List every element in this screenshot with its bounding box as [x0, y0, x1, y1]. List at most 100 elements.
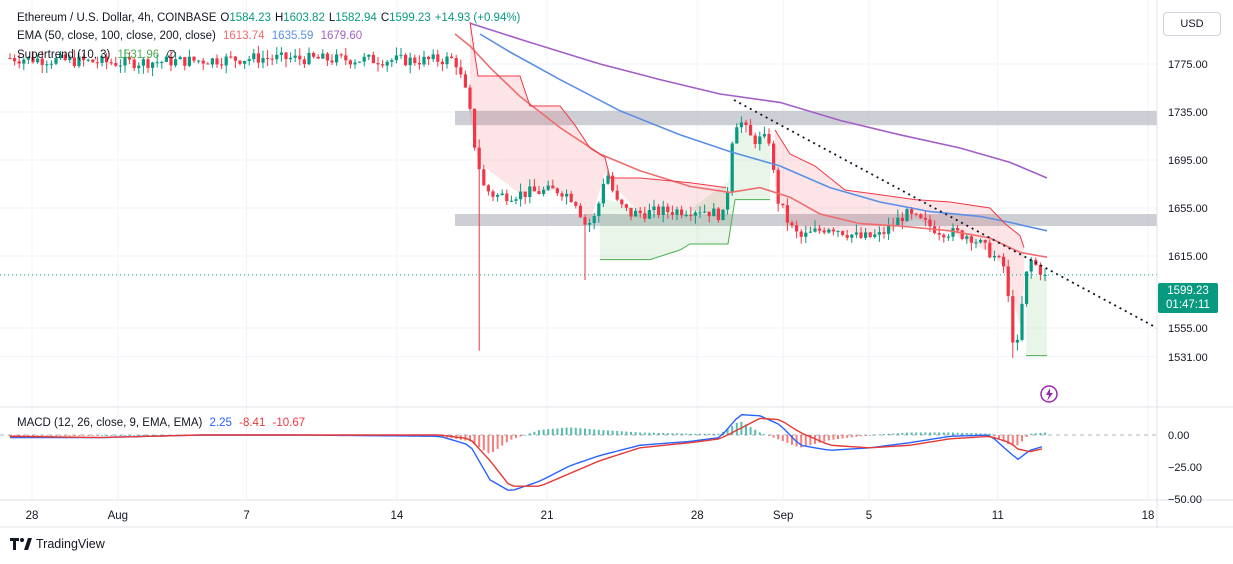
- macd-histogram-bar: [1002, 435, 1005, 442]
- time-tick-label: 28: [691, 510, 704, 522]
- candle-body: [914, 213, 918, 215]
- candle-body: [873, 234, 877, 237]
- macd-histogram-bar: [105, 435, 108, 436]
- candle-body: [91, 59, 95, 63]
- macd-histogram-bar: [846, 435, 849, 438]
- candle-body: [505, 193, 509, 202]
- macd-histogram-bar: [809, 435, 812, 446]
- candle-body: [8, 58, 12, 59]
- macd-histogram-bar: [823, 435, 826, 442]
- currency-button[interactable]: USD: [1163, 12, 1221, 36]
- candle-body: [785, 205, 789, 223]
- candle-body: [928, 219, 932, 227]
- candle-body: [1038, 264, 1042, 275]
- candle-body: [643, 213, 647, 219]
- supertrend-up-line: [600, 199, 770, 261]
- candle-body: [542, 189, 546, 194]
- price-tick-label: 1735.00: [1168, 107, 1208, 119]
- candle-body: [744, 122, 748, 125]
- candle-body: [312, 52, 316, 57]
- macd-histogram-bar: [82, 435, 85, 436]
- ema50-value: 1613.74: [223, 30, 265, 42]
- macd-histogram-bar: [676, 433, 678, 435]
- macd-histogram-bar: [574, 427, 577, 435]
- candle-body: [969, 236, 973, 243]
- candle-body: [588, 223, 592, 225]
- macd-histogram-bar: [469, 435, 471, 442]
- candle-body: [160, 61, 164, 63]
- candle-body: [509, 200, 513, 202]
- macd-histogram-bar: [1021, 435, 1023, 442]
- candle-body: [63, 54, 67, 61]
- candle-body: [151, 62, 155, 68]
- macd-histogram-bar: [979, 433, 982, 435]
- macd-histogram-bar: [864, 435, 867, 436]
- candle-body: [827, 229, 831, 233]
- macd-histogram-bar: [708, 433, 711, 435]
- candle-body: [284, 52, 288, 60]
- macd-histogram-bar: [565, 427, 568, 435]
- supertrend-fills: [470, 22, 1047, 356]
- candle-body: [381, 64, 385, 66]
- macd-histogram-bar: [735, 422, 738, 435]
- candle-body: [371, 54, 375, 64]
- time-tick-label: 5: [866, 510, 872, 522]
- macd-histogram-bar: [781, 435, 784, 442]
- candle-body: [818, 228, 822, 231]
- macd-histogram-bar: [501, 435, 504, 446]
- candle-body: [491, 191, 495, 197]
- candle-body: [270, 58, 274, 60]
- candle-body: [128, 57, 132, 60]
- macd-histogram-bar: [13, 435, 16, 437]
- brand-logo[interactable]: TradingView: [10, 537, 105, 551]
- candle-body: [684, 214, 688, 216]
- macd-histogram-bar: [78, 435, 80, 436]
- macd-histogram-bar: [64, 435, 67, 436]
- candle-body: [615, 190, 619, 200]
- price-tick-label: 1531.00: [1168, 352, 1208, 364]
- macd-histogram-bar: [611, 430, 614, 435]
- open-value: 1584.23: [229, 12, 271, 24]
- macd-histogram-bar: [942, 432, 945, 435]
- time-tick-label: 28: [26, 510, 39, 522]
- candle-body: [698, 212, 702, 214]
- candle-body: [109, 62, 113, 64]
- candle-body: [905, 209, 909, 222]
- candle-body: [721, 209, 725, 221]
- candle-body: [716, 208, 720, 221]
- candle-body: [569, 193, 573, 203]
- candle-body: [864, 232, 868, 238]
- candle-body: [900, 217, 904, 222]
- candle-body: [187, 56, 191, 66]
- candle-body: [183, 57, 187, 66]
- candle-body: [252, 53, 256, 60]
- candle-body: [845, 234, 849, 238]
- macd-histogram-bar: [96, 435, 99, 436]
- candle-body: [910, 209, 914, 214]
- candle-body: [799, 231, 803, 237]
- candle-body: [523, 191, 527, 198]
- supertrend-extra: ∅: [166, 49, 177, 61]
- candle-body: [31, 56, 35, 63]
- candle-body: [923, 217, 927, 220]
- macd-histogram-bar: [634, 432, 637, 435]
- macd-histogram-bar: [133, 435, 136, 436]
- countdown-value: 01:47:11: [1166, 299, 1210, 311]
- candle-body: [197, 60, 201, 62]
- macd-histogram-bar: [556, 428, 559, 435]
- candle-body: [749, 124, 753, 136]
- candle-body: [1029, 259, 1033, 272]
- candle-body: [951, 228, 955, 237]
- time-tick-label: 18: [1142, 510, 1155, 522]
- candle-body: [988, 242, 992, 258]
- macd-histogram-bar: [505, 435, 508, 443]
- candle-body: [348, 60, 352, 65]
- candle-body: [712, 208, 716, 217]
- candle-body: [201, 60, 205, 64]
- macd-histogram-bar: [620, 431, 623, 435]
- candle-body: [592, 216, 596, 224]
- candle-body: [178, 57, 182, 60]
- last-price-value: 1599.23: [1167, 285, 1209, 297]
- candle-body: [606, 175, 610, 184]
